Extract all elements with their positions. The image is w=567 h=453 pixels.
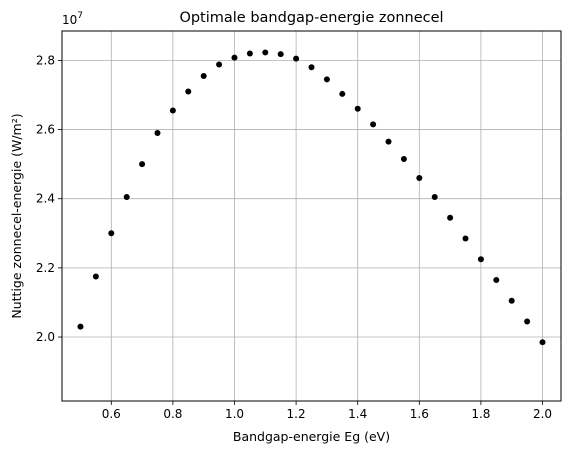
x-tick-label: 0.6 (102, 407, 121, 421)
y-axis-title: Nuttige zonnecel-energie (W/m²) (9, 113, 24, 318)
x-tick-label: 1.2 (287, 407, 306, 421)
x-tick-label: 1.6 (410, 407, 429, 421)
x-tick-label: 0.8 (163, 407, 182, 421)
data-point (370, 121, 377, 128)
data-point (477, 256, 484, 263)
grid (62, 31, 561, 401)
data-point (277, 51, 284, 58)
data-point (139, 161, 146, 168)
data-point (169, 107, 176, 114)
y-tick-label: 2.8 (36, 53, 55, 67)
data-point (77, 323, 84, 330)
x-tick-label: 1.8 (471, 407, 490, 421)
chart-title: Optimale bandgap-energie zonnecel (179, 10, 443, 26)
data-point (323, 76, 330, 83)
data-point (339, 90, 346, 97)
data-point (200, 72, 207, 79)
data-point (123, 193, 130, 200)
axis-ticks: 0.6 0.8 1.0 1.2 1.4 1.6 1.8 2.0 2.0 2.2 2.4 2.6 2.8 (36, 53, 552, 421)
data-point (447, 214, 454, 221)
y-tick-label: 2.0 (36, 330, 55, 344)
data-point (293, 55, 300, 62)
plot-frame (61, 30, 562, 402)
y-tick-label: 2.2 (36, 261, 55, 275)
data-point (508, 297, 515, 304)
y-tick-label: 2.4 (36, 192, 55, 206)
data-point (262, 49, 269, 56)
data-point (92, 273, 99, 280)
data-point (400, 155, 407, 162)
data-point (108, 230, 115, 237)
data-point (154, 130, 161, 137)
x-tick-label: 1.4 (348, 407, 367, 421)
data-point (539, 339, 546, 346)
data-point (416, 174, 423, 181)
x-tick-label: 1.0 (225, 407, 244, 421)
y-axis-multiplier: 107 (62, 11, 83, 27)
x-tick-label: 2.0 (533, 407, 552, 421)
data-point (524, 318, 531, 325)
data-point (431, 193, 438, 200)
scatter-points (77, 49, 546, 346)
data-point (231, 54, 238, 61)
data-point (493, 276, 500, 283)
data-point (246, 50, 253, 57)
data-point (354, 105, 361, 112)
data-point (185, 88, 192, 95)
y-tick-label: 2.6 (36, 123, 55, 137)
data-point (216, 61, 223, 68)
data-point (385, 138, 392, 145)
x-axis-title: Bandgap-energie Eg (eV) (233, 429, 390, 444)
data-point (308, 64, 315, 71)
data-point (462, 235, 469, 242)
